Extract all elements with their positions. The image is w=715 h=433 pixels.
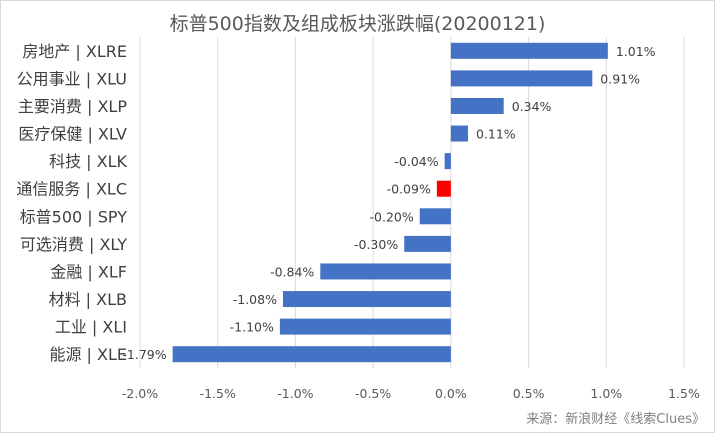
category-label: 材料 | XLB <box>49 290 127 309</box>
bar <box>450 97 504 114</box>
source-note: 来源：新浪财经《线索Clues》 <box>526 412 705 427</box>
data-label: -1.10% <box>230 320 274 335</box>
data-label: -0.84% <box>270 264 314 279</box>
x-tick-label: 1.0% <box>590 386 622 401</box>
x-tick-label: -2.0% <box>122 386 158 401</box>
bar <box>450 70 593 87</box>
category-label: 主要消费 | XLP <box>18 97 127 116</box>
bar <box>320 263 451 280</box>
bar <box>444 153 451 170</box>
x-tick-label: 0.0% <box>435 386 467 401</box>
bar <box>279 318 451 335</box>
bar <box>419 208 451 225</box>
bar <box>436 180 451 197</box>
category-label: 公用事业 | XLU <box>17 69 127 88</box>
category-label: 工业 | XLI <box>55 318 127 337</box>
data-label: 1.01% <box>616 44 656 59</box>
x-tick-label: -1.0% <box>277 386 313 401</box>
x-tick-label: 1.5% <box>668 386 700 401</box>
bar <box>450 42 608 59</box>
category-label: 金融 | XLF <box>50 262 127 281</box>
bar <box>172 346 451 363</box>
data-label: -0.09% <box>387 182 431 197</box>
data-label: 0.91% <box>600 71 640 86</box>
bar <box>450 125 468 142</box>
data-label: -1.08% <box>233 292 277 307</box>
data-label: -1.79% <box>122 347 166 362</box>
data-label: -0.04% <box>394 154 438 169</box>
data-label: 0.11% <box>476 127 516 142</box>
x-tick-label: -0.5% <box>355 386 391 401</box>
x-tick-label: -1.5% <box>200 386 236 401</box>
category-label: 可选消费 | XLY <box>20 235 127 254</box>
category-label: 通信服务 | XLC <box>16 180 127 199</box>
category-label: 能源 | XLE <box>49 345 127 364</box>
x-tick-label: 0.5% <box>513 386 545 401</box>
category-label: 标普500 | SPY <box>20 207 128 226</box>
data-label: -0.30% <box>354 237 398 252</box>
category-label: 医疗保健 | XLV <box>18 125 127 144</box>
category-label: 房地产 | XLRE <box>22 42 127 61</box>
bar <box>282 291 451 308</box>
bar <box>404 235 451 252</box>
data-label: -0.20% <box>370 209 414 224</box>
data-label: 0.34% <box>512 99 552 114</box>
chart-title: 标普500指数及组成板块涨跌幅(20200121) <box>169 13 546 35</box>
category-label: 科技 | XLK <box>49 152 127 171</box>
